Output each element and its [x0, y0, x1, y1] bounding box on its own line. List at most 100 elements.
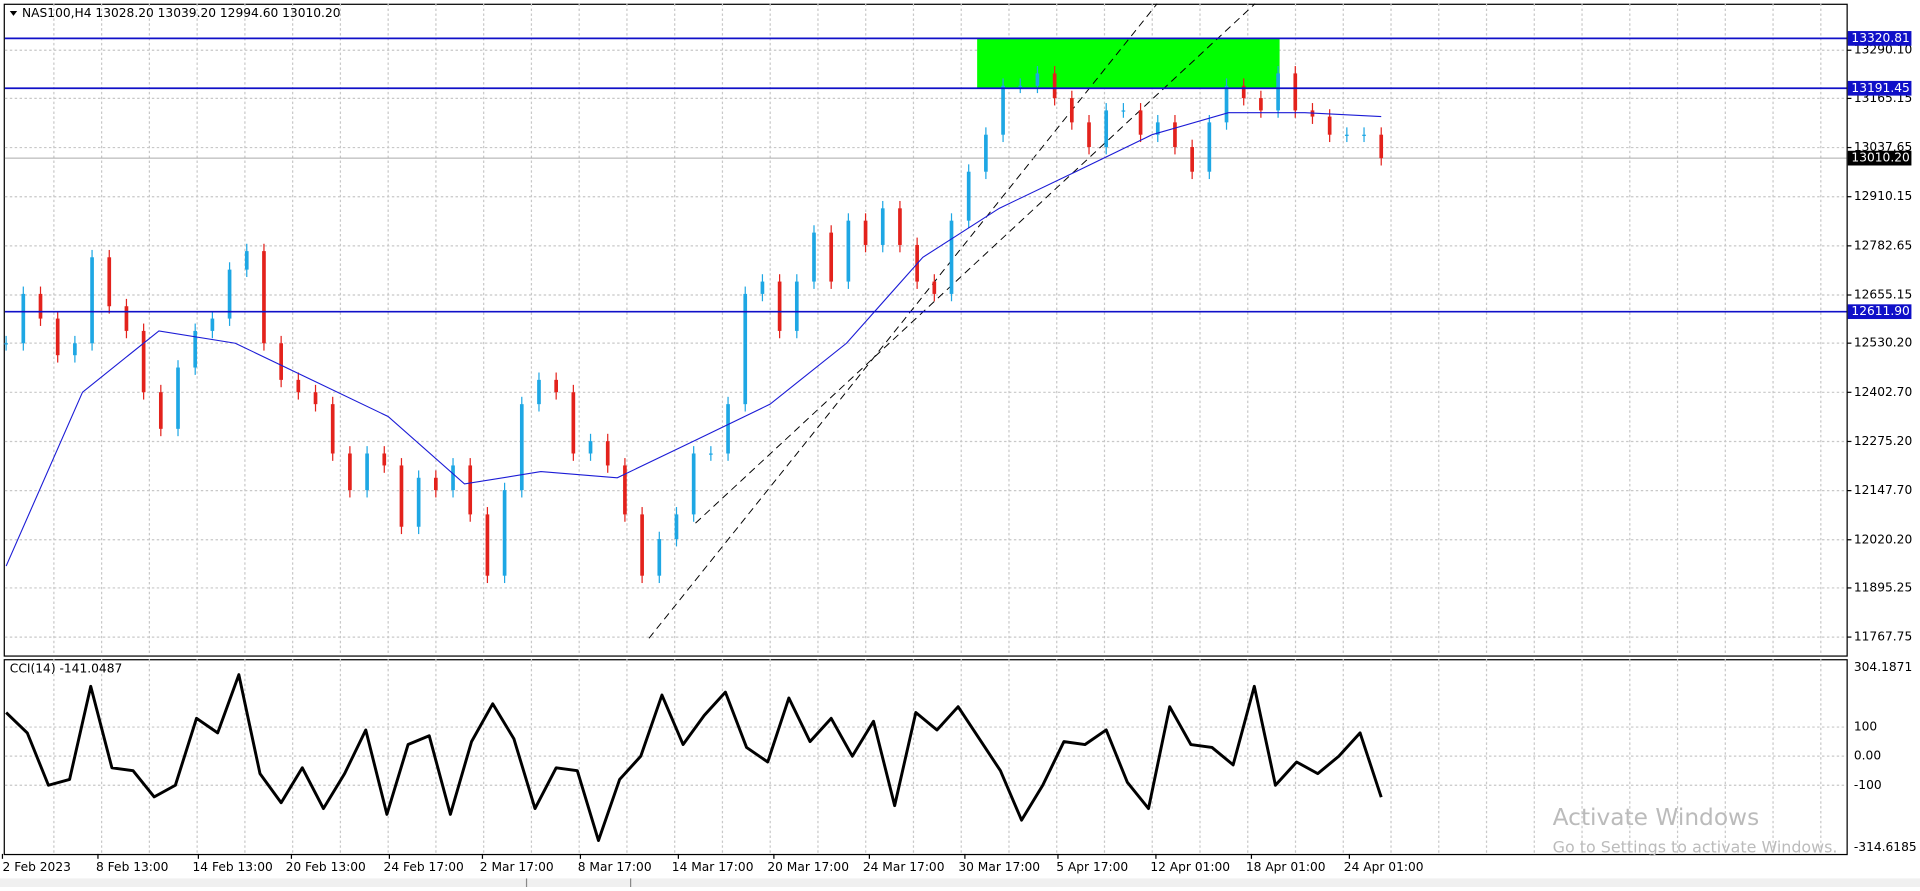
- candle: [1293, 73, 1298, 111]
- candle: [554, 379, 558, 393]
- indicator-label: CCI(14) -141.0487: [10, 661, 122, 675]
- chart-header: NAS100,H4 13028.20 13039.20 12994.60 130…: [22, 6, 340, 20]
- candle: [674, 514, 679, 540]
- candle: [158, 392, 163, 429]
- candle: [90, 257, 94, 344]
- candle: [1190, 147, 1194, 172]
- y-tick-label: 12275.20: [1854, 434, 1912, 448]
- candle: [382, 453, 387, 466]
- indicator-tick-label: 304.1871: [1854, 660, 1912, 674]
- y-tick-label: 12655.15: [1854, 288, 1912, 302]
- x-tick-label: 24 Mar 17:00: [863, 860, 945, 874]
- indicator-panel: [3, 659, 1848, 856]
- candle: [38, 293, 43, 319]
- candle: [348, 453, 352, 491]
- candle: [1138, 110, 1143, 135]
- candle: [571, 392, 576, 454]
- x-tick-label: 18 Apr 01:00: [1246, 860, 1326, 874]
- candle: [1327, 116, 1332, 135]
- candle: [399, 465, 404, 527]
- candle: [829, 232, 834, 282]
- candle: [588, 441, 593, 454]
- candle: [365, 453, 369, 491]
- candle: [640, 514, 644, 576]
- candle: [1087, 122, 1091, 148]
- indicator-tick-label: 0.00: [1854, 749, 1881, 763]
- candle: [846, 220, 851, 282]
- candle: [863, 220, 868, 245]
- candle: [1069, 98, 1074, 123]
- candle: [1276, 73, 1280, 111]
- candle: [657, 539, 662, 576]
- candle: [1173, 122, 1177, 148]
- candle: [55, 318, 60, 356]
- x-tick-label: 20 Feb 13:00: [286, 860, 366, 874]
- y-tick-label: 11767.75: [1854, 630, 1912, 644]
- level-label: 13191.45: [1851, 81, 1909, 95]
- y-tick-label: 12910.15: [1854, 189, 1912, 203]
- y-tick-label: 11895.25: [1854, 580, 1912, 594]
- candle: [691, 453, 696, 515]
- y-tick-label: 12402.70: [1854, 385, 1912, 399]
- candle: [210, 318, 215, 331]
- candle: [434, 477, 438, 491]
- x-tick-label: 8 Mar 17:00: [578, 860, 652, 874]
- candle: [777, 281, 782, 331]
- x-tick-label: 20 Mar 17:00: [767, 860, 849, 874]
- candle: [966, 171, 971, 221]
- candle: [623, 465, 627, 515]
- candle: [227, 269, 232, 319]
- y-tick-label: 12020.20: [1854, 532, 1912, 546]
- candle: [4, 343, 8, 345]
- level-label-box: [1847, 80, 1912, 96]
- candle: [537, 379, 541, 405]
- candle: [1035, 73, 1040, 86]
- candle: [176, 367, 180, 429]
- candle: [743, 293, 748, 405]
- level-label-box: [1847, 31, 1912, 46]
- candle: [107, 257, 112, 307]
- candle: [193, 330, 198, 368]
- candle: [141, 330, 146, 393]
- watermark-title: Activate Windows: [1553, 804, 1760, 831]
- candle: [812, 232, 816, 282]
- candle: [468, 465, 473, 515]
- candle: [709, 453, 713, 455]
- price-panel: [3, 3, 1848, 657]
- candle: [416, 477, 421, 527]
- cci-line: [5, 673, 1383, 843]
- indicator-tick-label: -314.6185: [1854, 840, 1917, 854]
- candle: [880, 208, 885, 245]
- candle: [1001, 85, 1005, 135]
- y-tick-label: 13037.65: [1854, 140, 1912, 154]
- candle: [605, 441, 610, 466]
- candle: [932, 281, 937, 294]
- candle: [485, 514, 490, 576]
- level-label: 12611.90: [1851, 304, 1909, 318]
- candle: [313, 392, 318, 405]
- candle: [1207, 122, 1212, 172]
- watermark-subtitle: Go to Settings to activate Windows.: [1553, 837, 1838, 856]
- x-tick-label: 14 Mar 17:00: [672, 860, 754, 874]
- candle: [1018, 85, 1023, 87]
- candle: [73, 343, 77, 356]
- candle: [244, 251, 249, 270]
- candle: [1379, 134, 1384, 159]
- indicator-tick-label: 100: [1854, 720, 1877, 734]
- x-tick-label: 5 Apr 17:00: [1056, 860, 1128, 874]
- y-tick-label: 13290.10: [1854, 43, 1912, 57]
- candle: [794, 281, 799, 331]
- x-tick-label: 24 Feb 17:00: [384, 860, 464, 874]
- x-tick-label: 12 Apr 01:00: [1150, 860, 1230, 874]
- candle: [124, 306, 129, 331]
- x-tick-label: 2 Mar 17:00: [480, 860, 554, 874]
- moving-average: [5, 112, 1382, 567]
- x-tick-label: 8 Feb 13:00: [96, 860, 168, 874]
- candle: [984, 134, 988, 172]
- grid: [4, 3, 1847, 854]
- trend-line: [695, 3, 1256, 524]
- candle: [949, 220, 954, 294]
- candle: [726, 404, 730, 454]
